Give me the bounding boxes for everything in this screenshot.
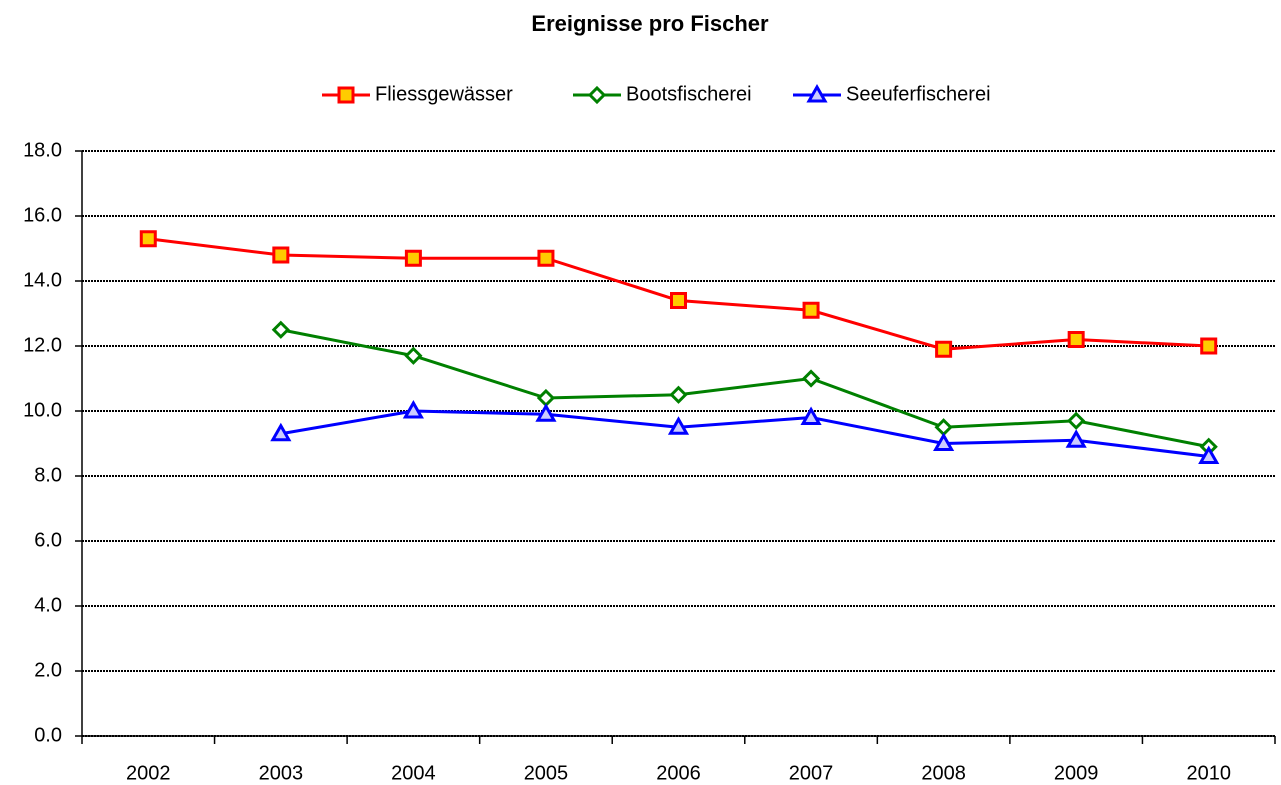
legend-label: Seeuferfischerei <box>846 83 991 105</box>
series-line <box>280 409 1209 458</box>
data-point <box>1200 337 1218 355</box>
data-point <box>402 399 424 419</box>
data-point <box>139 230 157 248</box>
x-tick-label: 2003 <box>259 762 304 784</box>
y-tick-label: 0.0 <box>34 724 62 746</box>
chart-title: Ereignisse pro Fischer <box>531 11 769 36</box>
data-point <box>1065 429 1087 448</box>
legend-marker <box>806 83 828 103</box>
y-tick-label: 6.0 <box>34 529 62 551</box>
y-tick-label: 2.0 <box>34 659 62 681</box>
x-tick-label: 2002 <box>126 762 171 784</box>
data-point <box>1067 331 1085 348</box>
y-tick-label: 10.0 <box>23 399 62 421</box>
x-tick-label: 2004 <box>391 762 436 784</box>
x-tick-label: 2010 <box>1186 762 1231 784</box>
x-tick-label: 2006 <box>656 762 701 784</box>
x-tick-label: 2005 <box>524 762 569 784</box>
data-point <box>271 320 290 339</box>
data-point <box>933 432 955 451</box>
data-point <box>535 403 557 422</box>
legend-marker <box>337 86 355 104</box>
data-point <box>404 249 422 267</box>
y-tick-label: 12.0 <box>23 334 62 356</box>
y-tick-label: 8.0 <box>34 464 62 486</box>
data-point <box>536 388 556 408</box>
series-line <box>280 328 1210 449</box>
legend-label: Bootsfischerei <box>626 83 752 105</box>
x-tick-label: 2007 <box>789 762 834 784</box>
data-point <box>272 246 290 264</box>
data-point <box>1067 411 1086 430</box>
data-point <box>800 406 822 425</box>
data-point <box>934 418 953 437</box>
y-tick-label: 18.0 <box>23 139 62 161</box>
data-point <box>802 301 820 319</box>
data-point <box>935 340 953 358</box>
y-tick-label: 14.0 <box>23 269 62 291</box>
data-point <box>537 249 555 267</box>
data-point <box>270 422 292 442</box>
data-point <box>404 346 423 365</box>
legend-marker <box>587 85 607 105</box>
y-tick-label: 4.0 <box>34 594 62 616</box>
y-tick-label: 16.0 <box>23 204 62 226</box>
data-point <box>670 292 687 309</box>
data-point <box>1198 445 1220 464</box>
x-tick-label: 2008 <box>921 762 966 784</box>
data-point <box>667 416 690 435</box>
legend-label: Fliessgewässer <box>375 83 513 105</box>
x-tick-label: 2009 <box>1054 762 1099 784</box>
data-point <box>801 369 821 388</box>
data-point <box>669 385 688 404</box>
